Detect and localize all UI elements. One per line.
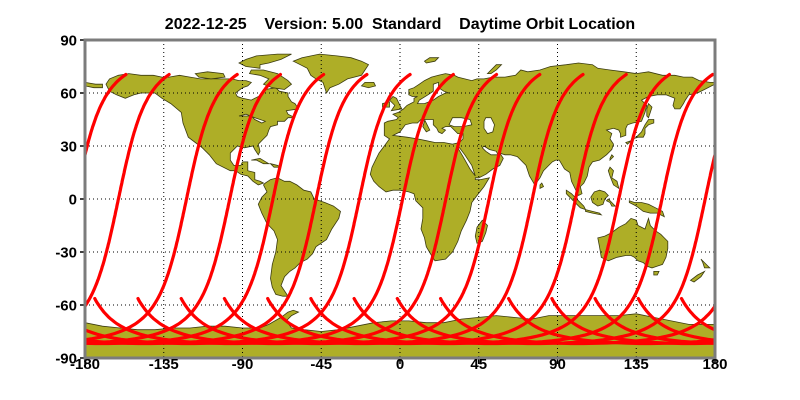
x-tick-label: -135	[149, 356, 179, 373]
orbit-track	[85, 72, 369, 346]
orbit-tracks	[85, 72, 715, 346]
land-south-america	[257, 177, 341, 297]
axis-ticks	[80, 39, 716, 364]
latitude-axis-labels: 90 60 30 0 -30 -60 -90	[55, 33, 77, 368]
land-baffin-island	[248, 69, 293, 90]
orbit-track	[136, 72, 499, 346]
land-ellesmere-island	[238, 53, 292, 69]
land-sakhalin	[646, 102, 653, 119]
orbit-track	[179, 72, 542, 346]
orbit-track	[85, 72, 128, 162]
land-great-britain	[388, 96, 403, 112]
x-tick-label: 135	[624, 356, 649, 373]
land-tasmania	[653, 271, 660, 276]
land-sulawesi	[605, 198, 617, 207]
orbit-track	[85, 72, 171, 309]
land-sri-lanka	[539, 182, 545, 190]
y-tick-label: 60	[60, 86, 77, 103]
land-philippines	[607, 166, 620, 190]
orbit-track	[439, 296, 715, 346]
orbit-track	[395, 148, 715, 346]
land-new-zealand-south	[689, 270, 706, 283]
y-tick-label: -90	[55, 351, 77, 368]
land-java	[585, 209, 603, 216]
x-tick-label: 90	[549, 356, 566, 373]
plot-frame	[83, 38, 717, 360]
orbit-track	[85, 72, 412, 346]
land-eurafrica	[369, 62, 715, 262]
x-tick-label: -45	[310, 356, 332, 373]
x-tick-label: 180	[702, 356, 727, 373]
y-tick-label: 30	[60, 139, 77, 156]
orbit-track	[222, 72, 585, 346]
orbit-track	[309, 72, 671, 346]
orbit-track	[85, 72, 282, 345]
land-victoria-island	[194, 71, 226, 80]
x-tick-label: 0	[396, 356, 404, 373]
x-tick-label: -180	[70, 356, 100, 373]
land-chukotka-west-wrap	[85, 81, 103, 89]
land-iceland	[360, 82, 377, 89]
orbit-track	[679, 296, 715, 332]
y-tick-label: -30	[55, 245, 77, 262]
land-new-guinea	[628, 200, 665, 218]
orbit-track	[352, 72, 715, 346]
orbit-track	[636, 296, 715, 342]
y-tick-label: -60	[55, 298, 77, 315]
land-greenland	[292, 53, 370, 94]
land-taiwan	[609, 154, 615, 162]
orbit-track	[85, 72, 239, 342]
orbit-track	[507, 296, 715, 346]
orbit-track	[550, 296, 715, 346]
land-svalbard	[423, 57, 440, 64]
land-novaya-zemlya	[486, 64, 503, 74]
x-tick-label: 45	[470, 356, 487, 373]
y-tick-label: 0	[69, 192, 77, 209]
plot-title: 2022-12-25 Version: 5.00 Standard Daytim…	[164, 16, 636, 33]
x-tick-label: -90	[232, 356, 254, 373]
y-tick-label: 90	[60, 33, 77, 50]
orbit-track	[85, 72, 326, 346]
orbit-track	[266, 72, 628, 346]
land-cuba	[251, 157, 271, 165]
orbit-track	[93, 72, 455, 346]
land-borneo	[590, 189, 609, 207]
land-new-zealand-north	[700, 258, 711, 269]
longitude-axis-labels: -180 -135 -90 -45 0 45 90 135 180	[70, 356, 728, 373]
